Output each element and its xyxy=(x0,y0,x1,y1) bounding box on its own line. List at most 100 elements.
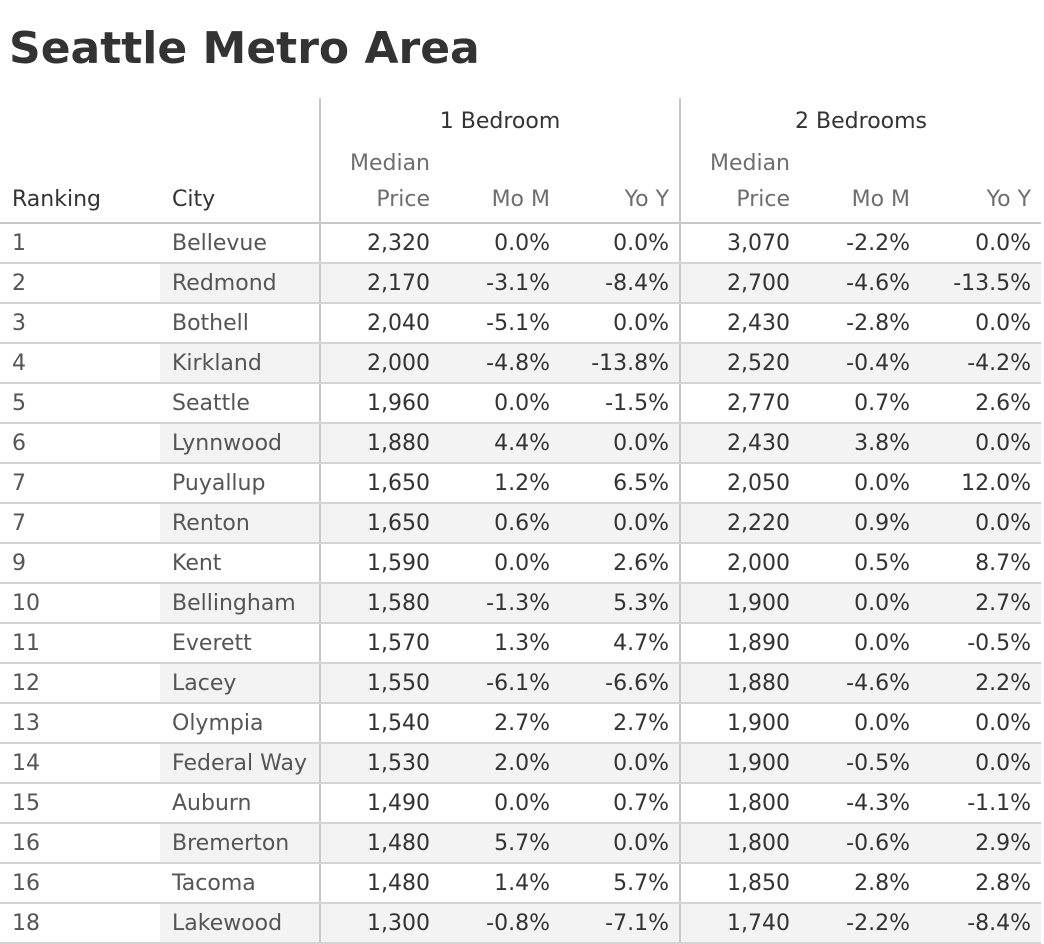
two-bedrooms-yoy-cell: 2.7% xyxy=(920,583,1042,624)
ranking-cell: 3 xyxy=(0,303,160,344)
two-bedrooms-yoy-cell: 0.0% xyxy=(920,303,1042,344)
one-bedroom-yoy-cell: 0.0% xyxy=(560,303,681,344)
ranking-cell: 10 xyxy=(0,583,160,624)
median-line2: Price xyxy=(376,187,430,212)
rent-table-container: 1 Bedroom 2 Bedrooms Ranking City Median… xyxy=(0,98,1044,944)
two-bedrooms-mom-cell: -2.2% xyxy=(800,903,921,944)
two-bedrooms-median-price-cell: 2,700 xyxy=(679,263,801,304)
one-bedroom-median-price-cell: 1,570 xyxy=(319,623,440,664)
table-row: 16 Tacoma 1,480 1.4% 5.7% 1,850 2.8% 2.8% xyxy=(0,863,1042,904)
two-bedrooms-yoy-cell: 0.0% xyxy=(920,703,1042,744)
two-bedrooms-median-price-cell: 1,900 xyxy=(679,583,801,624)
two-bedrooms-median-price-cell: 2,770 xyxy=(679,383,801,424)
one-bedroom-mom-cell: 2.7% xyxy=(440,703,560,744)
ranking-cell: 15 xyxy=(0,783,160,824)
one-bedroom-median-price-cell: 1,590 xyxy=(319,543,440,584)
city-cell: Kirkland xyxy=(160,343,320,384)
one-bedroom-yoy-cell: 2.7% xyxy=(560,703,681,744)
ranking-cell: 9 xyxy=(0,543,160,584)
one-bedroom-yoy-cell: 2.6% xyxy=(560,543,681,584)
two-bedrooms-mom-cell: -4.6% xyxy=(800,263,921,304)
one-bedroom-mom-cell: -0.8% xyxy=(440,903,560,944)
page-title: Seattle Metro Area xyxy=(9,23,480,74)
table-row: 12 Lacey 1,550 -6.1% -6.6% 1,880 -4.6% 2.2% xyxy=(0,663,1042,704)
two-bedrooms-yoy-cell: 8.7% xyxy=(920,543,1042,584)
ranking-cell: 11 xyxy=(0,623,160,664)
two-bedrooms-median-price-cell: 1,900 xyxy=(679,743,801,784)
one-bedroom-mom-cell: 0.6% xyxy=(440,503,560,544)
two-bedrooms-yoy-cell: 0.0% xyxy=(920,503,1042,544)
table-row: 15 Auburn 1,490 0.0% 0.7% 1,800 -4.3% -1.1% xyxy=(0,783,1042,824)
one-bedroom-median-price-cell: 1,650 xyxy=(319,503,440,544)
column-header-ranking: Ranking xyxy=(0,144,160,224)
city-cell: Renton xyxy=(160,503,320,544)
column-header-1br-mom: Mo M xyxy=(440,144,560,224)
one-bedroom-median-price-cell: 1,580 xyxy=(319,583,440,624)
city-cell: Lacey xyxy=(160,663,320,704)
two-bedrooms-yoy-cell: -8.4% xyxy=(920,903,1042,944)
one-bedroom-median-price-cell: 1,300 xyxy=(319,903,440,944)
table-row: 9 Kent 1,590 0.0% 2.6% 2,000 0.5% 8.7% xyxy=(0,543,1042,584)
column-header-city: City xyxy=(160,144,320,224)
two-bedrooms-yoy-cell: 12.0% xyxy=(920,463,1042,504)
ranking-cell: 1 xyxy=(0,223,160,264)
ranking-cell: 12 xyxy=(0,663,160,704)
one-bedroom-mom-cell: 5.7% xyxy=(440,823,560,864)
two-bedrooms-mom-cell: -0.5% xyxy=(800,743,921,784)
group-header-2-bedrooms: 2 Bedrooms xyxy=(679,98,1042,144)
one-bedroom-mom-cell: 4.4% xyxy=(440,423,560,464)
group-spacer xyxy=(0,98,160,144)
city-cell: Bellingham xyxy=(160,583,320,624)
city-cell: Bellevue xyxy=(160,223,320,264)
one-bedroom-yoy-cell: 0.0% xyxy=(560,223,681,264)
column-header-1br-yoy: Yo Y xyxy=(560,144,681,224)
city-cell: Kent xyxy=(160,543,320,584)
one-bedroom-yoy-cell: -1.5% xyxy=(560,383,681,424)
table-row: 2 Redmond 2,170 -3.1% -8.4% 2,700 -4.6% -13.5% xyxy=(0,263,1042,304)
one-bedroom-yoy-cell: 5.7% xyxy=(560,863,681,904)
city-cell: Redmond xyxy=(160,263,320,304)
two-bedrooms-median-price-cell: 2,430 xyxy=(679,423,801,464)
one-bedroom-median-price-cell: 2,170 xyxy=(319,263,440,304)
ranking-cell: 16 xyxy=(0,823,160,864)
one-bedroom-median-price-cell: 1,540 xyxy=(319,703,440,744)
two-bedrooms-median-price-cell: 1,880 xyxy=(679,663,801,704)
one-bedroom-yoy-cell: 0.0% xyxy=(560,423,681,464)
one-bedroom-mom-cell: -4.8% xyxy=(440,343,560,384)
table-row: 14 Federal Way 1,530 2.0% 0.0% 1,900 -0.5% 0.0% xyxy=(0,743,1042,784)
two-bedrooms-median-price-cell: 1,800 xyxy=(679,783,801,824)
city-cell: Bremerton xyxy=(160,823,320,864)
two-bedrooms-mom-cell: -4.6% xyxy=(800,663,921,704)
one-bedroom-mom-cell: -6.1% xyxy=(440,663,560,704)
rent-table: 1 Bedroom 2 Bedrooms Ranking City Median… xyxy=(0,98,1042,944)
median-line2: Price xyxy=(736,187,791,212)
one-bedroom-mom-cell: 2.0% xyxy=(440,743,560,784)
ranking-cell: 5 xyxy=(0,383,160,424)
one-bedroom-yoy-cell: -7.1% xyxy=(560,903,681,944)
one-bedroom-mom-cell: 0.0% xyxy=(440,383,560,424)
one-bedroom-mom-cell: 0.0% xyxy=(440,783,560,824)
table-row: 11 Everett 1,570 1.3% 4.7% 1,890 0.0% -0.5% xyxy=(0,623,1042,664)
two-bedrooms-yoy-cell: -13.5% xyxy=(920,263,1042,304)
two-bedrooms-yoy-cell: 0.0% xyxy=(920,223,1042,264)
two-bedrooms-mom-cell: 0.0% xyxy=(800,463,921,504)
city-cell: Auburn xyxy=(160,783,320,824)
one-bedroom-median-price-cell: 1,960 xyxy=(319,383,440,424)
table-row: 3 Bothell 2,040 -5.1% 0.0% 2,430 -2.8% 0.0% xyxy=(0,303,1042,344)
one-bedroom-yoy-cell: 0.0% xyxy=(560,503,681,544)
column-header-2br-mom: Mo M xyxy=(800,144,921,224)
two-bedrooms-median-price-cell: 2,050 xyxy=(679,463,801,504)
two-bedrooms-yoy-cell: 2.6% xyxy=(920,383,1042,424)
one-bedroom-yoy-cell: -13.8% xyxy=(560,343,681,384)
table-row: 4 Kirkland 2,000 -4.8% -13.8% 2,520 -0.4% -4.2% xyxy=(0,343,1042,384)
table-row: 6 Lynnwood 1,880 4.4% 0.0% 2,430 3.8% 0.0% xyxy=(0,423,1042,464)
two-bedrooms-mom-cell: 3.8% xyxy=(800,423,921,464)
column-header-2br-median-price: Median Price xyxy=(679,144,801,224)
two-bedrooms-median-price-cell: 1,800 xyxy=(679,823,801,864)
one-bedroom-median-price-cell: 2,320 xyxy=(319,223,440,264)
column-header-row: Ranking City Median Price Mo M Yo Y Media… xyxy=(0,144,1042,224)
two-bedrooms-yoy-cell: 0.0% xyxy=(920,423,1042,464)
two-bedrooms-yoy-cell: 2.8% xyxy=(920,863,1042,904)
one-bedroom-median-price-cell: 1,550 xyxy=(319,663,440,704)
one-bedroom-median-price-cell: 2,040 xyxy=(319,303,440,344)
